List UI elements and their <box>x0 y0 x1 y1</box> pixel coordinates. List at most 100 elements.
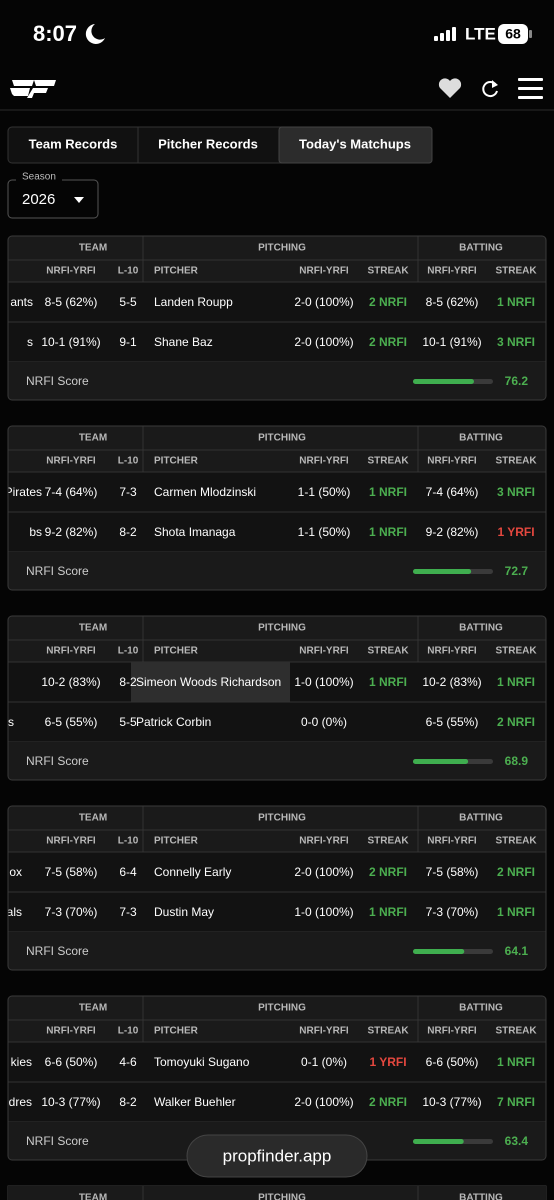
pitcher-name: Carmen Mlodzinski <box>154 485 256 499</box>
column-header: PITCHER <box>154 646 199 657</box>
column-header: NRFI-YRFI <box>299 266 349 277</box>
record: 0-1 (0%) <box>301 1055 347 1069</box>
group-header: PITCHING <box>258 623 306 634</box>
season-label: Season <box>22 172 56 183</box>
pitcher-name: Simeon Woods Richardson <box>136 675 281 689</box>
group-header: TEAM <box>79 623 107 634</box>
record: 1-0 (100%) <box>294 905 353 919</box>
record: 10-2 (83%) <box>422 675 481 689</box>
logo[interactable] <box>10 80 56 98</box>
column-header: NRFI-YRFI <box>299 456 349 467</box>
group-header: BATTING <box>459 243 503 254</box>
record: 2-0 (100%) <box>294 335 353 349</box>
column-header: L-10 <box>118 266 139 277</box>
record: 1-0 (100%) <box>294 675 353 689</box>
column-header: NRFI-YRFI <box>427 836 477 847</box>
group-header: PITCHING <box>258 1003 306 1014</box>
column-header: STREAK <box>367 1026 409 1037</box>
column-header: STREAK <box>367 646 409 657</box>
card-border <box>7 805 547 971</box>
streak: 1 YRFI <box>369 1055 406 1069</box>
record: 8-5 (62%) <box>45 295 98 309</box>
record: 10-3 (77%) <box>422 1095 481 1109</box>
streak: 3 NRFI <box>497 485 535 499</box>
record: 2-0 (100%) <box>294 1095 353 1109</box>
score-label: NRFI Score <box>26 754 89 768</box>
score-bar <box>413 379 474 384</box>
matchup-card: TEAM PITCHING BATTING NRFI-YRFI L-10 PITCHER N… <box>5 426 546 590</box>
record: 10-2 (83%) <box>41 675 100 689</box>
column-header: NRFI-YRFI <box>427 1026 477 1037</box>
column-header: STREAK <box>495 266 537 277</box>
column-header: STREAK <box>495 836 537 847</box>
group-header-bg <box>8 426 546 472</box>
cards: TEAM PITCHING BATTING NRFI-YRFI L-10 PITCHER N… <box>5 235 547 1200</box>
card-border <box>7 235 547 401</box>
streak: 1 NRFI <box>497 905 535 919</box>
record: 1-1 (50%) <box>298 485 351 499</box>
column-header: NRFI-YRFI <box>46 646 96 657</box>
group-header: PITCHING <box>258 813 306 824</box>
group-header: PITCHING <box>258 433 306 444</box>
group-header-bg <box>8 236 546 282</box>
streak: 7 NRFI <box>497 1095 535 1109</box>
record: 6-4 <box>119 865 137 879</box>
record: 2-0 (100%) <box>294 865 353 879</box>
team-name: ants <box>10 295 33 309</box>
record: 7-3 (70%) <box>426 905 479 919</box>
column-header: STREAK <box>495 1026 537 1037</box>
streak: 1 YRFI <box>497 525 534 539</box>
record: 6-5 (55%) <box>45 715 98 729</box>
record: 7-5 (58%) <box>426 865 479 879</box>
pitcher-name: Connelly Early <box>154 865 231 879</box>
refresh-button[interactable] <box>482 80 498 98</box>
group-header: BATTING <box>459 433 503 444</box>
streak: 1 NRFI <box>369 525 407 539</box>
card-border <box>7 615 547 781</box>
tab[interactable]: Team Records <box>29 136 118 151</box>
column-header: NRFI-YRFI <box>46 1026 96 1037</box>
group-header: PITCHING <box>258 1193 306 1200</box>
streak: 1 NRFI <box>369 675 407 689</box>
score-label: NRFI Score <box>26 1134 89 1148</box>
score-value: 68.9 <box>505 754 529 768</box>
record: 6-6 (50%) <box>45 1055 98 1069</box>
url-pill[interactable] <box>186 1134 368 1178</box>
column-header: L-10 <box>118 836 139 847</box>
record: 8-5 (62%) <box>426 295 479 309</box>
column-header: NRFI-YRFI <box>299 836 349 847</box>
column-header: PITCHER <box>154 266 199 277</box>
record: 7-4 (64%) <box>45 485 98 499</box>
tab[interactable]: Pitcher Records <box>158 136 258 151</box>
column-header: L-10 <box>118 456 139 467</box>
tab-active[interactable]: Today's Matchups <box>299 136 411 151</box>
score-label: NRFI Score <box>26 944 89 958</box>
matchup-card: TEAM PITCHING BATTING NRFI-YRFI L-10 PITCHER N… <box>8 806 546 970</box>
column-header: L-10 <box>118 1026 139 1037</box>
column-header: L-10 <box>118 646 139 657</box>
favorites-button[interactable] <box>438 78 462 98</box>
pitcher-name: Dustin May <box>154 905 214 919</box>
record: 1-1 (50%) <box>298 525 351 539</box>
record: 4-6 <box>119 1055 137 1069</box>
menu-button[interactable] <box>518 78 543 99</box>
signal-icon <box>434 27 456 41</box>
score-bar <box>413 1139 464 1144</box>
column-header: NRFI-YRFI <box>427 456 477 467</box>
network-label: LTE <box>465 24 496 43</box>
team-name: Pirates <box>5 485 42 499</box>
record: 6-5 (55%) <box>426 715 479 729</box>
score-value: 63.4 <box>505 1134 529 1148</box>
streak: 2 NRFI <box>369 865 407 879</box>
group-header-bg <box>8 996 546 1042</box>
pitcher-name: Walker Buehler <box>154 1095 236 1109</box>
team-name: kies <box>11 1055 32 1069</box>
moon-icon <box>85 24 105 44</box>
group-header: BATTING <box>459 813 503 824</box>
streak: 2 NRFI <box>369 1095 407 1109</box>
record: 9-1 <box>119 335 137 349</box>
record: 0-0 (0%) <box>301 715 347 729</box>
record: 9-2 (82%) <box>45 525 98 539</box>
battery-level: 68 <box>505 26 521 42</box>
record: 5-5 <box>119 295 137 309</box>
